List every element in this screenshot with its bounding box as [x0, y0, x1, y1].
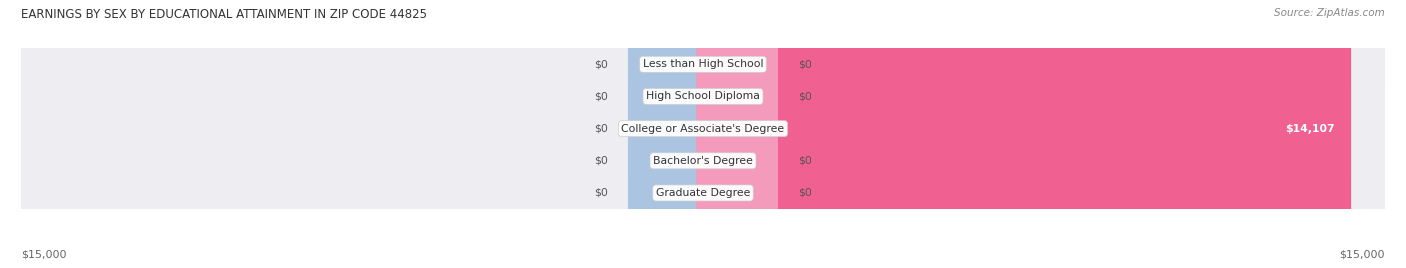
FancyBboxPatch shape [21, 0, 1385, 268]
FancyBboxPatch shape [696, 0, 1351, 268]
Text: College or Associate's Degree: College or Associate's Degree [621, 124, 785, 134]
Text: Bachelor's Degree: Bachelor's Degree [652, 156, 754, 166]
Text: Source: ZipAtlas.com: Source: ZipAtlas.com [1274, 8, 1385, 18]
Text: Less than High School: Less than High School [643, 59, 763, 69]
Text: EARNINGS BY SEX BY EDUCATIONAL ATTAINMENT IN ZIP CODE 44825: EARNINGS BY SEX BY EDUCATIONAL ATTAINMEN… [21, 8, 427, 21]
Text: $15,000: $15,000 [21, 250, 66, 260]
Text: Graduate Degree: Graduate Degree [655, 188, 751, 198]
FancyBboxPatch shape [696, 0, 778, 268]
Text: $14,107: $14,107 [1285, 124, 1336, 134]
Text: $0: $0 [593, 156, 607, 166]
FancyBboxPatch shape [21, 0, 1385, 268]
Text: $0: $0 [593, 124, 607, 134]
FancyBboxPatch shape [21, 0, 1385, 268]
FancyBboxPatch shape [628, 0, 710, 268]
Text: $0: $0 [799, 188, 813, 198]
Text: $0: $0 [799, 59, 813, 69]
Text: $0: $0 [593, 188, 607, 198]
FancyBboxPatch shape [696, 0, 778, 268]
Text: High School Diploma: High School Diploma [647, 91, 759, 102]
Legend: Male, Female: Male, Female [637, 264, 769, 268]
FancyBboxPatch shape [628, 0, 710, 268]
FancyBboxPatch shape [21, 0, 1385, 268]
Text: $0: $0 [593, 59, 607, 69]
FancyBboxPatch shape [628, 0, 710, 268]
Text: $0: $0 [799, 156, 813, 166]
Text: $15,000: $15,000 [1340, 250, 1385, 260]
Text: $0: $0 [593, 91, 607, 102]
FancyBboxPatch shape [696, 0, 778, 268]
FancyBboxPatch shape [21, 0, 1385, 268]
FancyBboxPatch shape [628, 0, 710, 268]
FancyBboxPatch shape [628, 0, 710, 268]
Text: $0: $0 [799, 91, 813, 102]
FancyBboxPatch shape [696, 0, 778, 268]
